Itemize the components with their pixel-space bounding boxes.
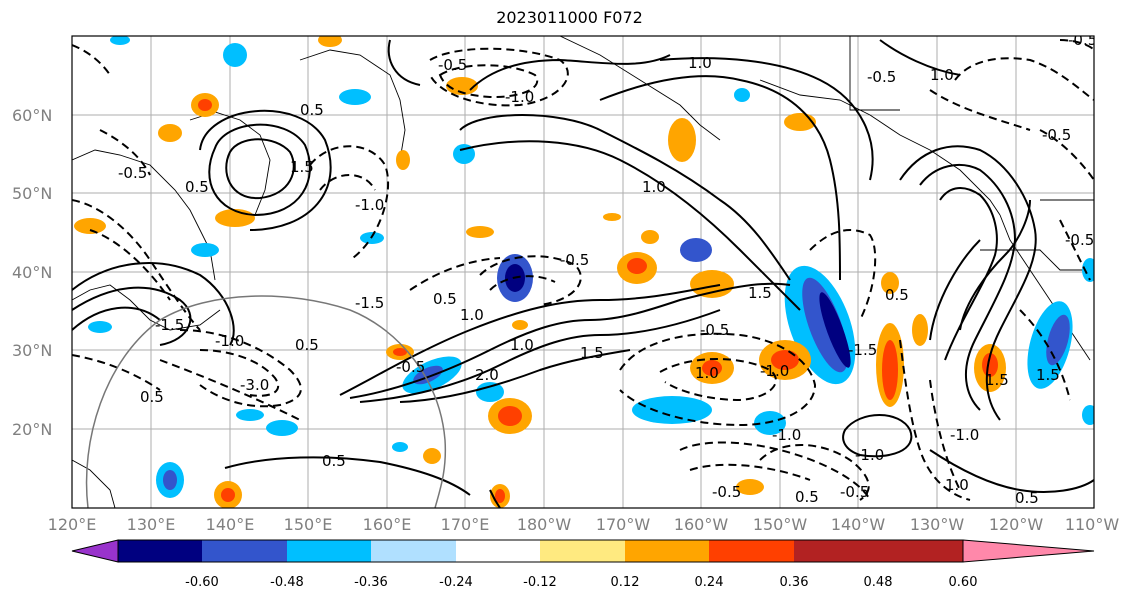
map-plot-area: -0.5 1.0 -0.5 -1.0 0.5 -0.5 1.5 -0.5 -1.… bbox=[72, 31, 1097, 508]
contour-label: -3.0 bbox=[240, 376, 269, 394]
grid-lines bbox=[72, 36, 1094, 508]
colorbar-tick-label: 0.36 bbox=[780, 575, 809, 590]
lon-label: 120°E bbox=[48, 515, 97, 534]
lon-label: 120°W bbox=[989, 515, 1044, 534]
solid-contours bbox=[72, 39, 1094, 508]
colorbar-segment bbox=[287, 540, 371, 562]
contour-label: -1.0 bbox=[760, 362, 789, 380]
lon-label: 140°W bbox=[831, 515, 886, 534]
lon-label: 110°W bbox=[1065, 515, 1120, 534]
contour-label: -0.5 bbox=[700, 321, 729, 339]
colorbar-tick-label: -0.24 bbox=[439, 575, 473, 590]
colorbar-segment bbox=[202, 540, 287, 562]
contour-label: -0.5 bbox=[1068, 31, 1097, 49]
contour-label: -0.5 bbox=[118, 164, 147, 182]
contour-label: -0.5 bbox=[1042, 126, 1071, 144]
latitude-labels: 60°N 50°N 40°N 30°N 20°N bbox=[12, 106, 52, 439]
colorbar-segment bbox=[456, 540, 540, 562]
colorbar-tick-label: 0.48 bbox=[864, 575, 893, 590]
contour-label: 1.5 bbox=[580, 344, 604, 362]
lon-label: 150°E bbox=[284, 515, 333, 534]
contour-label: -0.5 bbox=[867, 68, 896, 86]
lon-label: 160°W bbox=[674, 515, 729, 534]
contour-label: -1.0 bbox=[855, 446, 884, 464]
contour-label: -1.0 bbox=[772, 426, 801, 444]
contour-labels: -0.5 1.0 -0.5 -1.0 0.5 -0.5 1.5 -0.5 -1.… bbox=[118, 31, 1097, 507]
reference-circle bbox=[85, 295, 447, 508]
colorbar-tick-label: 0.60 bbox=[949, 575, 978, 590]
contour-label: 0.5 bbox=[885, 286, 909, 304]
longitude-labels: 120°E 130°E 140°E 150°E 160°E 170°E 180°… bbox=[48, 515, 1120, 534]
contour-label: -1.5 bbox=[155, 316, 184, 334]
colorbar-outline bbox=[117, 539, 964, 563]
colorbar: -0.60 -0.48 -0.36 -0.24 -0.12 0.12 0.24 … bbox=[71, 539, 1095, 590]
contour-label: -0.5 bbox=[396, 358, 425, 376]
contour-label: 1.0 bbox=[510, 336, 534, 354]
lat-label: 60°N bbox=[12, 106, 52, 125]
colorbar-segment bbox=[794, 540, 878, 562]
contour-label: 0.5 bbox=[433, 290, 457, 308]
colorbar-tick-label: -0.12 bbox=[523, 575, 557, 590]
colorbar-tick-label: 0.24 bbox=[695, 575, 724, 590]
contour-label: -0.5 bbox=[840, 483, 869, 501]
contour-label: 1.0 bbox=[695, 364, 719, 382]
colorbar-segment bbox=[118, 540, 202, 562]
colorbar-extend-left bbox=[71, 539, 119, 563]
contour-label: -1.0 bbox=[950, 426, 979, 444]
contour-label: -1.0 bbox=[505, 88, 534, 106]
colorbar-tick-label: -0.60 bbox=[185, 575, 219, 590]
contour-label: -0.5 bbox=[1065, 231, 1094, 249]
colorbar-segment bbox=[878, 540, 963, 562]
colorbar-segment bbox=[625, 540, 709, 562]
contour-label: 1.0 bbox=[945, 476, 969, 494]
contour-label: 0.5 bbox=[140, 388, 164, 406]
contour-label: 2.0 bbox=[475, 366, 499, 384]
contour-label: 1.0 bbox=[930, 66, 954, 84]
contour-label: -1.0 bbox=[355, 196, 384, 214]
lat-label: 50°N bbox=[12, 184, 52, 203]
contour-label: 1.0 bbox=[460, 306, 484, 324]
contour-label: 0.5 bbox=[300, 101, 324, 119]
contour-label: -0.5 bbox=[712, 483, 741, 501]
lon-label: 160°E bbox=[363, 515, 412, 534]
lon-label: 170°W bbox=[596, 515, 651, 534]
contour-label: 1.0 bbox=[642, 178, 666, 196]
lon-label: 130°E bbox=[127, 515, 176, 534]
colorbar-tick-label: -0.48 bbox=[270, 575, 304, 590]
contour-label: 1.5 bbox=[748, 284, 772, 302]
contour-label: 0.5 bbox=[295, 336, 319, 354]
lon-label: 140°E bbox=[206, 515, 255, 534]
contour-label: -1.5 bbox=[848, 341, 877, 359]
contour-label: 1.5 bbox=[290, 158, 314, 176]
colorbar-tick-label: -0.36 bbox=[354, 575, 388, 590]
dashed-contours bbox=[72, 39, 1094, 501]
contour-label: 0.5 bbox=[1015, 489, 1039, 507]
colorbar-extend-right bbox=[962, 539, 1095, 563]
contour-label: 1.5 bbox=[1036, 366, 1060, 384]
map-frame bbox=[71, 35, 1095, 509]
contour-label: 1.5 bbox=[985, 371, 1009, 389]
lon-label: 130°W bbox=[910, 515, 965, 534]
contour-label: -1.0 bbox=[215, 332, 244, 350]
contour-label: -0.5 bbox=[560, 251, 589, 269]
contour-label: 0.5 bbox=[322, 452, 346, 470]
contour-label: -1.5 bbox=[355, 294, 384, 312]
colorbar-segment bbox=[709, 540, 794, 562]
colorbar-tick-label: 0.12 bbox=[611, 575, 640, 590]
colorbar-segment bbox=[540, 540, 625, 562]
lon-label: 150°W bbox=[753, 515, 808, 534]
contour-label: 0.5 bbox=[185, 178, 209, 196]
lon-label: 170°E bbox=[441, 515, 490, 534]
lat-label: 40°N bbox=[12, 263, 52, 282]
contour-label: -0.5 bbox=[438, 56, 467, 74]
lon-label: 180°W bbox=[517, 515, 572, 534]
lat-label: 30°N bbox=[12, 341, 52, 360]
contour-label: 0.5 bbox=[795, 488, 819, 506]
colorbar-segment bbox=[371, 540, 456, 562]
map-title: 2023011000 F072 bbox=[496, 8, 643, 27]
contour-label: 1.0 bbox=[688, 54, 712, 72]
lat-label: 20°N bbox=[12, 420, 52, 439]
